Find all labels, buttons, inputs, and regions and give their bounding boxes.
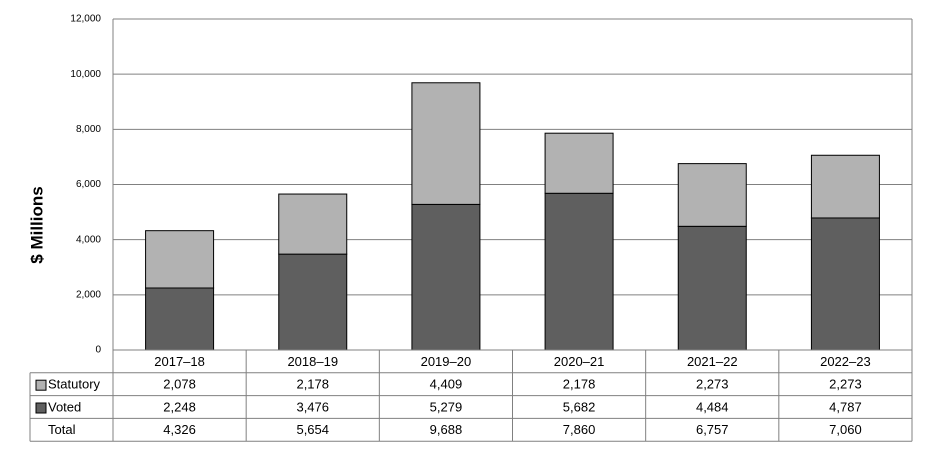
x-tick-label: 2022–23: [820, 354, 871, 369]
bar-segment: [278, 193, 348, 255]
table-value: 2,273: [696, 377, 729, 392]
bar-segment: [544, 192, 614, 351]
table-value: 2,078: [163, 377, 196, 392]
y-tick-label: 12,000: [70, 14, 101, 25]
x-tick-label: 2018–19: [287, 354, 338, 369]
bar-segment: [278, 253, 348, 351]
x-tick-label: 2021–22: [687, 354, 738, 369]
table-value: 2,178: [563, 377, 596, 392]
y-tick-label: 8,000: [76, 124, 101, 135]
bar-segment: [145, 287, 215, 351]
total-label: Total: [48, 422, 76, 437]
legend-label: Voted: [48, 399, 81, 414]
total-value: 6,757: [696, 422, 729, 437]
bar-segment: [411, 82, 481, 205]
y-tick-label: 0: [95, 345, 101, 356]
legend-key: [35, 402, 47, 414]
total-value: 9,688: [430, 422, 463, 437]
bar-segment: [810, 217, 880, 351]
total-value: 7,860: [563, 422, 596, 437]
total-value: 4,326: [163, 422, 196, 437]
table-value: 3,476: [296, 399, 329, 414]
table-value: 5,682: [563, 399, 596, 414]
x-tick-label: 2020–21: [554, 354, 605, 369]
bar-segment: [544, 132, 614, 194]
x-tick-label: 2019–20: [421, 354, 472, 369]
total-value: 7,060: [829, 422, 862, 437]
bar-segment: [411, 203, 481, 351]
legend-key: [35, 379, 47, 391]
table-value: 2,273: [829, 377, 862, 392]
table-value: 2,178: [296, 377, 329, 392]
y-tick-label: 4,000: [76, 234, 101, 245]
x-tick-label: 2017–18: [154, 354, 205, 369]
total-value: 5,654: [296, 422, 329, 437]
bar-segment: [677, 163, 747, 227]
y-tick-label: 2,000: [76, 289, 101, 300]
bar-segment: [145, 230, 215, 289]
bar-segment: [677, 225, 747, 351]
bar-segment: [810, 154, 880, 219]
y-axis-label: $ Millions: [27, 186, 46, 263]
table-value: 2,248: [163, 399, 196, 414]
y-tick-label: 6,000: [76, 179, 101, 190]
table-value: 4,409: [430, 377, 463, 392]
y-tick-label: 10,000: [70, 69, 101, 80]
legend-label: Statutory: [48, 377, 101, 392]
table-value: 4,787: [829, 399, 862, 414]
table-value: 5,279: [430, 399, 463, 414]
table-value: 4,484: [696, 399, 729, 414]
